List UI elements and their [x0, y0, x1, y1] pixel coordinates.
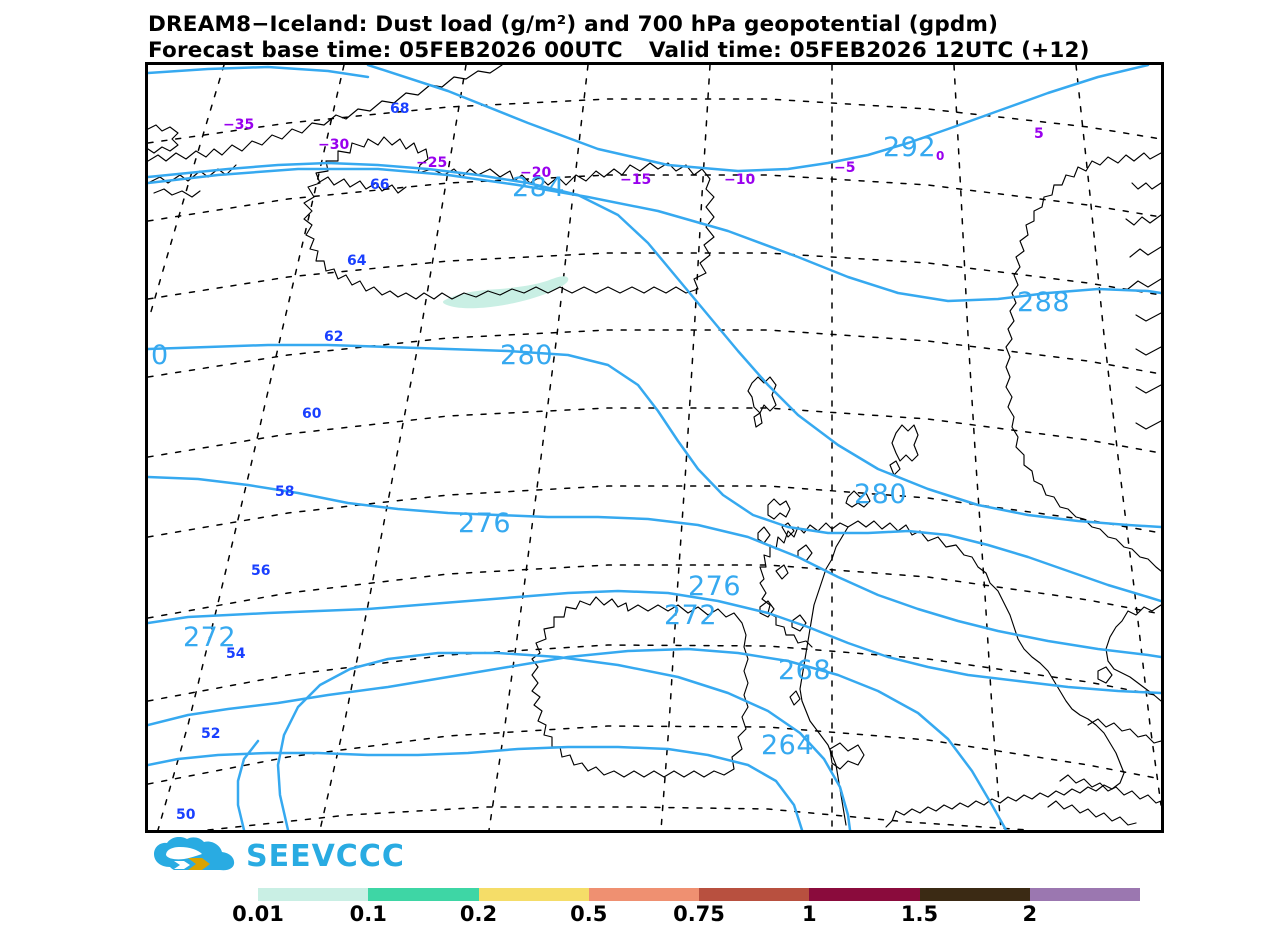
chart-title-block: DREAM8−Iceland: Dust load (g/m²) and 700… — [148, 12, 1278, 64]
lat-label: 58 — [275, 484, 295, 500]
lat-label: 68 — [390, 101, 410, 117]
colorbar-segment-1 — [809, 888, 920, 901]
title-time-line: Forecast base time: 05FEB2026 00UTC Vali… — [148, 38, 1278, 64]
lon-label: −30 — [318, 137, 350, 153]
contour-label-272: 272 — [183, 622, 237, 653]
seevccc-logo: SEEVCCC — [152, 836, 405, 876]
colorbar-strip[interactable] — [258, 888, 1140, 901]
lon-label: −5 — [834, 160, 856, 176]
contour-label-280: 280 — [854, 479, 908, 510]
lat-label: 60 — [302, 406, 322, 422]
colorbar-segment-0.5 — [588, 888, 699, 901]
geopotential-contours — [148, 65, 1161, 830]
lat-label: 64 — [347, 253, 367, 269]
colorbar-segment-2 — [1029, 888, 1140, 901]
graticule-meridians — [149, 65, 1161, 830]
lat-label: 56 — [251, 563, 271, 579]
colorbar-tick: 1.5 — [900, 902, 939, 926]
lon-label: 5 — [1034, 126, 1044, 142]
graticule-parallels — [148, 98, 1161, 830]
colorbar-tick: 2 — [1022, 902, 1038, 926]
lon-label: −35 — [223, 117, 255, 133]
coastlines — [148, 65, 1161, 828]
colorbar-tick: 0.5 — [570, 902, 608, 926]
contour-label-276: 276 — [688, 571, 742, 602]
logo-text: SEEVCCC — [246, 838, 405, 874]
colorbar-tick: 0.75 — [673, 902, 725, 926]
valid-time: Valid time: 05FEB2026 12UTC (+12) — [648, 38, 1090, 63]
map-canvas: .coast{fill:none;stroke:#000;stroke-widt… — [148, 65, 1161, 830]
dust-load-colorbar[interactable]: 0.01 0.1 0.2 0.5 0.75 1 1.5 2 — [232, 888, 1140, 926]
colorbar-tick: 0.1 — [349, 902, 387, 926]
contour-label-284: 284 — [512, 172, 566, 203]
colorbar-tick: 0.01 — [232, 902, 284, 926]
contour-label-276: 276 — [458, 508, 512, 539]
contour-label-edge: 0 — [151, 340, 169, 371]
lat-label: 52 — [201, 726, 221, 742]
lon-label: −15 — [620, 172, 652, 188]
cloud-logo-svg — [154, 836, 235, 871]
colorbar-segment-1.5 — [919, 888, 1030, 901]
contour-label-288: 288 — [1017, 287, 1071, 318]
colorbar-tick: 0.2 — [459, 902, 498, 926]
lon-label: −20 — [520, 165, 552, 181]
contour-label-264: 264 — [761, 730, 815, 761]
lat-label: 50 — [176, 807, 196, 823]
colorbar-segment-0.75 — [699, 888, 810, 901]
colorbar-tick: 1 — [801, 902, 817, 926]
map-panel[interactable]: .coast{fill:none;stroke:#000;stroke-widt… — [145, 62, 1164, 833]
lat-label: 54 — [226, 646, 246, 662]
forecast-base-time: Forecast base time: 05FEB2026 00UTC — [148, 38, 623, 63]
lon-label: −25 — [416, 155, 448, 171]
page-title: DREAM8−Iceland: Dust load (g/m²) and 700… — [148, 12, 999, 37]
contour-label-272: 272 — [664, 600, 718, 631]
contour-label-292: 292 — [883, 132, 937, 163]
colorbar-segment-0.2 — [478, 888, 589, 901]
contour-label-280: 280 — [500, 340, 554, 371]
colorbar-tick-labels: 0.01 0.1 0.2 0.5 0.75 1 1.5 2 — [232, 902, 1140, 926]
cloud-icon — [152, 836, 237, 875]
lat-label: 62 — [324, 329, 344, 345]
colorbar-segment-0.1 — [368, 888, 479, 901]
lon-label: −10 — [724, 172, 756, 188]
lon-label: 0 — [936, 149, 945, 163]
lat-label: 66 — [370, 177, 390, 193]
colorbar-segment-0.01 — [258, 888, 369, 901]
contour-label-268: 268 — [778, 655, 832, 686]
